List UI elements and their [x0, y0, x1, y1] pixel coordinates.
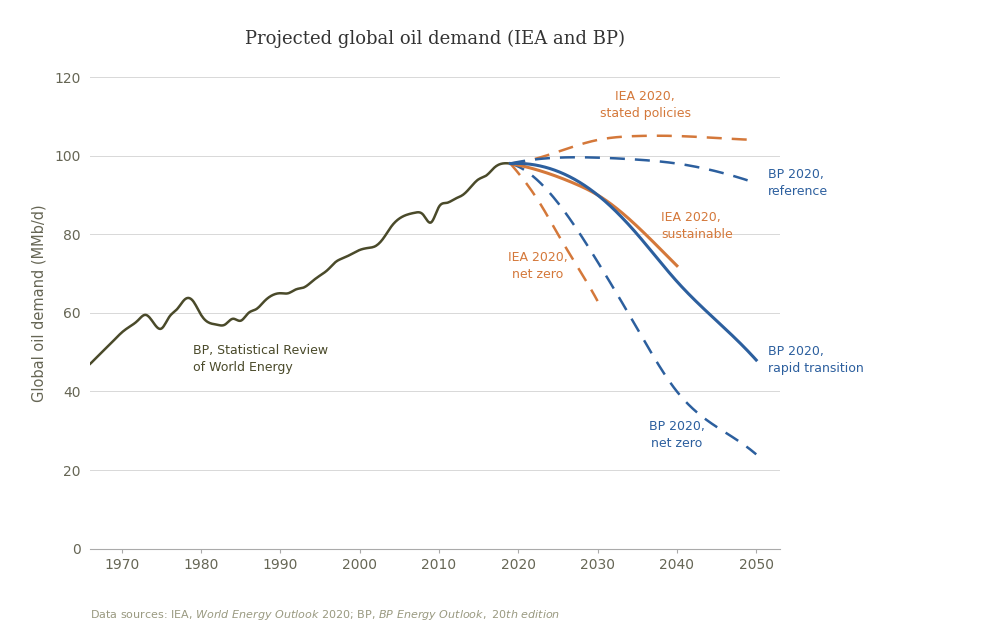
Title: Projected global oil demand (IEA and BP): Projected global oil demand (IEA and BP) [245, 29, 625, 48]
Text: BP 2020,
net zero: BP 2020, net zero [649, 420, 705, 450]
Text: BP 2020,
reference: BP 2020, reference [768, 168, 828, 198]
Text: IEA 2020,
net zero: IEA 2020, net zero [508, 251, 568, 281]
Text: Data sources: IEA, $\mathit{World\ Energy\ Outlook\ 2020}$; BP, $\mathit{BP\ Ene: Data sources: IEA, $\mathit{World\ Energ… [90, 608, 560, 622]
Text: IEA 2020,
stated policies: IEA 2020, stated policies [600, 89, 691, 119]
Text: IEA 2020,
sustainable: IEA 2020, sustainable [661, 211, 733, 241]
Text: BP 2020,
rapid transition: BP 2020, rapid transition [768, 345, 864, 375]
Y-axis label: Global oil demand (MMb/d): Global oil demand (MMb/d) [31, 204, 46, 402]
Text: BP, Statistical Review
of World Energy: BP, Statistical Review of World Energy [193, 345, 328, 375]
